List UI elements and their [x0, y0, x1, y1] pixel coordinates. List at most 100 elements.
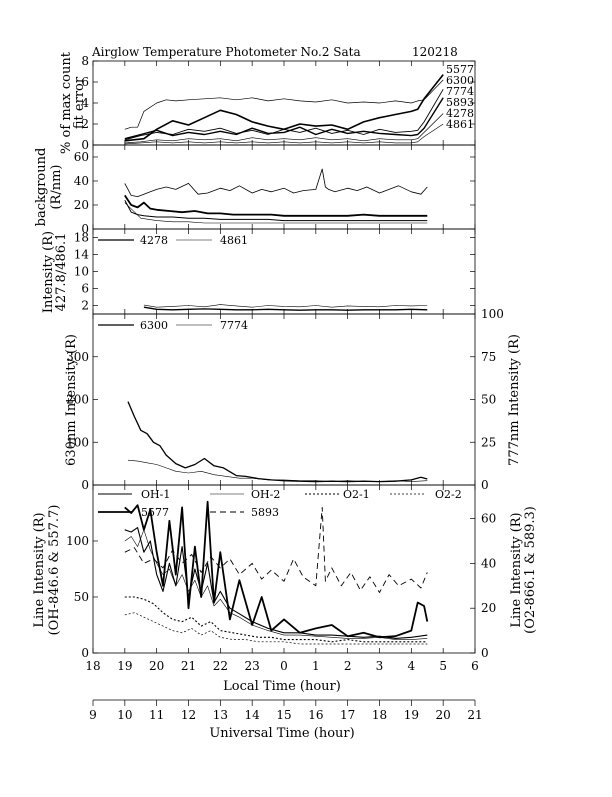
legend-label: 4278 [140, 234, 168, 247]
y-tick-label: 0 [81, 138, 89, 152]
y-tick-label: 60 [74, 150, 89, 164]
series-line-o2-1 [124, 596, 428, 643]
legend-label: 5893 [251, 506, 279, 519]
local-time-tick-label: 4 [408, 659, 416, 673]
y-tick-label: 0 [81, 478, 89, 492]
chart-title: Airglow Temperature Photometer No.2 Sata [91, 45, 361, 59]
y-axis-title: 427.8/486.1 [54, 233, 69, 312]
y2-tick-label: 75 [481, 350, 496, 364]
local-time-tick-label: 22 [213, 659, 228, 673]
series-line-o2-2 [124, 612, 428, 645]
local-time-tick-label: 0 [280, 659, 288, 673]
series-end-label: 6300 [446, 74, 474, 87]
y2-tick-label: 60 [481, 512, 496, 526]
panel-3: 2 6 10 14 18 Intensity (R)427.8/486.1 4278 4861 [41, 228, 476, 315]
ut-tick-label: 13 [213, 708, 228, 722]
y2-axis-title: 777nm Intensity (R) [507, 334, 522, 466]
y-axis-title: (R/nm) [49, 164, 64, 209]
y-tick-label: 18 [74, 231, 89, 245]
series-end-label: 4278 [446, 107, 474, 120]
series-end-label: 7774 [446, 85, 474, 98]
series-line-oh-2 [124, 529, 428, 640]
series-line-bottom [124, 202, 428, 224]
y2-tick-label: 100 [481, 307, 504, 321]
y2-axis-title: Line Intensity (R) [509, 512, 524, 627]
ut-tick-label: 19 [404, 708, 419, 722]
y2-tick-label: 0 [481, 646, 489, 660]
series-line-7774 [127, 459, 428, 482]
series-line-5577 [124, 500, 429, 639]
legend-label: 5577 [141, 506, 169, 519]
series-line-5893 [124, 97, 444, 140]
y-tick-label: 2 [81, 299, 89, 313]
series-line-4278 [143, 306, 428, 311]
series-end-label: 5893 [446, 96, 474, 109]
y-axis-title: Line Intensity (R) [32, 512, 47, 627]
local-time-tick-label: 20 [149, 659, 164, 673]
local-time-tick-label: 1 [312, 659, 320, 673]
local-time-tick-label: 3 [376, 659, 384, 673]
ut-tick-label: 16 [308, 708, 323, 722]
legend-label: O2-2 [435, 488, 462, 501]
legend-label: OH-2 [251, 488, 280, 501]
panel-frame [92, 313, 476, 486]
y-tick-label: 6 [81, 282, 89, 296]
y2-axis-title: (O2-866.1 & 589.3) [523, 506, 538, 634]
ut-tick-label: 20 [436, 708, 451, 722]
y2-tick-label: 50 [481, 393, 496, 407]
y2-tick-label: 40 [481, 556, 496, 570]
y-tick-label: 20 [74, 198, 89, 212]
ut-tick-label: 11 [149, 708, 164, 722]
y-tick-label: 200 [66, 393, 89, 407]
ut-tick-label: 14 [245, 708, 261, 722]
y-tick-label: 0 [81, 222, 89, 236]
local-time-tick-label: 23 [245, 659, 260, 673]
ut-tick-label: 21 [467, 708, 482, 722]
y-tick-label: 8 [81, 54, 89, 68]
series-line-6300 [127, 401, 428, 483]
ut-tick-label: 18 [372, 708, 387, 722]
series-line-5577 [124, 74, 444, 142]
series-line-middle [124, 194, 428, 217]
y-tick-label: 100 [66, 435, 89, 449]
y2-tick-label: 20 [481, 601, 496, 615]
ut-tick-label: 9 [89, 708, 97, 722]
ut-tick-label: 10 [117, 708, 132, 722]
local-time-tick-label: 18 [85, 659, 100, 673]
ut-tick-label: 15 [276, 708, 291, 722]
y-tick-label: 10 [74, 265, 89, 279]
y-tick-label: 100 [66, 534, 89, 548]
legend-label: O2-1 [343, 488, 370, 501]
legend-label: OH-1 [141, 488, 170, 501]
series-line-6300 [124, 79, 444, 130]
local-time-tick-label: 5 [439, 659, 447, 673]
y-axis-title: fit error [72, 76, 87, 129]
y-axis-title: Intensity (R) [41, 231, 56, 313]
y-tick-label: 4 [81, 96, 89, 110]
y-tick-label: 300 [66, 350, 89, 364]
series-end-label: 5577 [446, 63, 474, 76]
ut-tick-label: 17 [340, 708, 355, 722]
local-time-tick-label: 19 [117, 659, 132, 673]
panel-2: 0 20 40 60 background (R/nm) [34, 144, 476, 236]
local-time-tick-label: 6 [471, 659, 479, 673]
date-code: 120218 [412, 45, 458, 59]
series-line-4278 [124, 113, 444, 144]
series-line-lower [124, 199, 428, 222]
y2-tick-label: 0 [481, 478, 489, 492]
series-line-5893 [124, 506, 428, 593]
local-time-axis-title: Local Time (hour) [223, 679, 341, 694]
panel-1: 0 2 4 6 8 fit error% of max count 557763007774… [59, 51, 476, 154]
series-line-oh-1 [124, 527, 428, 639]
legend-label: 4861 [220, 234, 248, 247]
y-axis-title: background [34, 148, 49, 227]
series-end-label: 4861 [446, 118, 474, 131]
series-line-4861 [124, 123, 444, 145]
y-tick-label: 40 [74, 174, 89, 188]
y-axis-title: 630nm Intensity (R) [64, 334, 79, 466]
